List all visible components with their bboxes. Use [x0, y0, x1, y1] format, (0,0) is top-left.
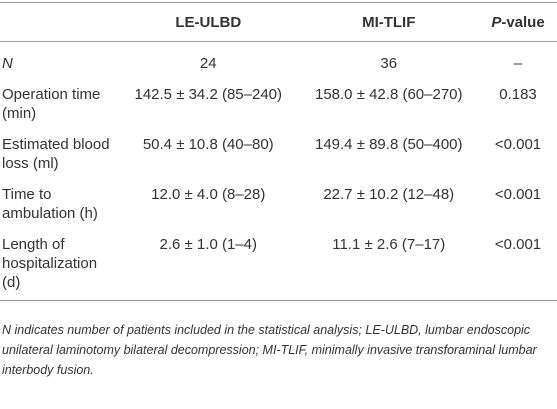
header-cell: P-value: [479, 2, 557, 42]
table-header: LE-ULBD MI-TLIF P-value: [0, 2, 557, 42]
table-row: Operation time (min) 142.5 ± 34.2 (85–240…: [0, 79, 557, 129]
header-cell: LE-ULBD: [118, 2, 299, 42]
table-cell: 149.4 ± 89.8 (50–400): [314, 136, 463, 153]
table-cell: 36: [380, 55, 398, 72]
table-cell: 0.183: [499, 86, 537, 103]
table-cell: 24: [199, 55, 217, 72]
row-label: N: [2, 55, 13, 72]
row-label: Time to ambulation (h): [2, 186, 98, 222]
table-cell: <0.001: [494, 186, 542, 203]
header-cell: MI-TLIF: [298, 2, 479, 42]
table-cell: 158.0 ± 42.8 (60–270): [314, 86, 463, 103]
table-cell: 11.1 ± 2.6 (7–17): [298, 229, 479, 301]
table-cell: 50.4 ± 10.8 (40–80): [142, 136, 274, 153]
table-cell: 22.7 ± 10.2 (12–48): [323, 186, 455, 203]
table-body: N 24 36 – Operation time (min) 142.5 ± 34.2 (…: [0, 42, 557, 301]
row-label: Estimated blood loss (ml): [2, 136, 110, 172]
table-cell: 142.5 ± 34.2 (85–240): [134, 86, 282, 103]
header-text: MI-TLIF: [362, 14, 416, 31]
header-row: LE-ULBD MI-TLIF P-value: [0, 2, 557, 42]
table-row: Length of hospitalization (d) 2.6 ± 1.0 (…: [0, 229, 557, 301]
row-label: Length of hospitalization (d): [0, 229, 118, 301]
table-cell: –: [513, 55, 523, 72]
table-row: Estimated blood loss (ml) 50.4 ± 10.8 (40…: [0, 129, 557, 179]
header-text: P-value: [491, 14, 545, 31]
header-text: LE-ULBD: [175, 14, 242, 31]
header-cell: [0, 2, 118, 42]
results-table: LE-ULBD MI-TLIF P-value N 24 36 – Operation …: [0, 2, 557, 301]
row-label: Operation time (min): [2, 86, 101, 122]
table-row: N 24 36 –: [0, 42, 557, 80]
table-cell: <0.001: [494, 136, 542, 153]
table-cell: 2.6 ± 1.0 (1–4): [118, 229, 299, 301]
table-cell: 12.0 ± 4.0 (8–28): [151, 186, 266, 203]
table-cell: <0.001: [479, 229, 557, 301]
footnote: N indicates number of patients included …: [2, 323, 537, 377]
table-row: Time to ambulation (h) 12.0 ± 4.0 (8–28) 2…: [0, 179, 557, 229]
